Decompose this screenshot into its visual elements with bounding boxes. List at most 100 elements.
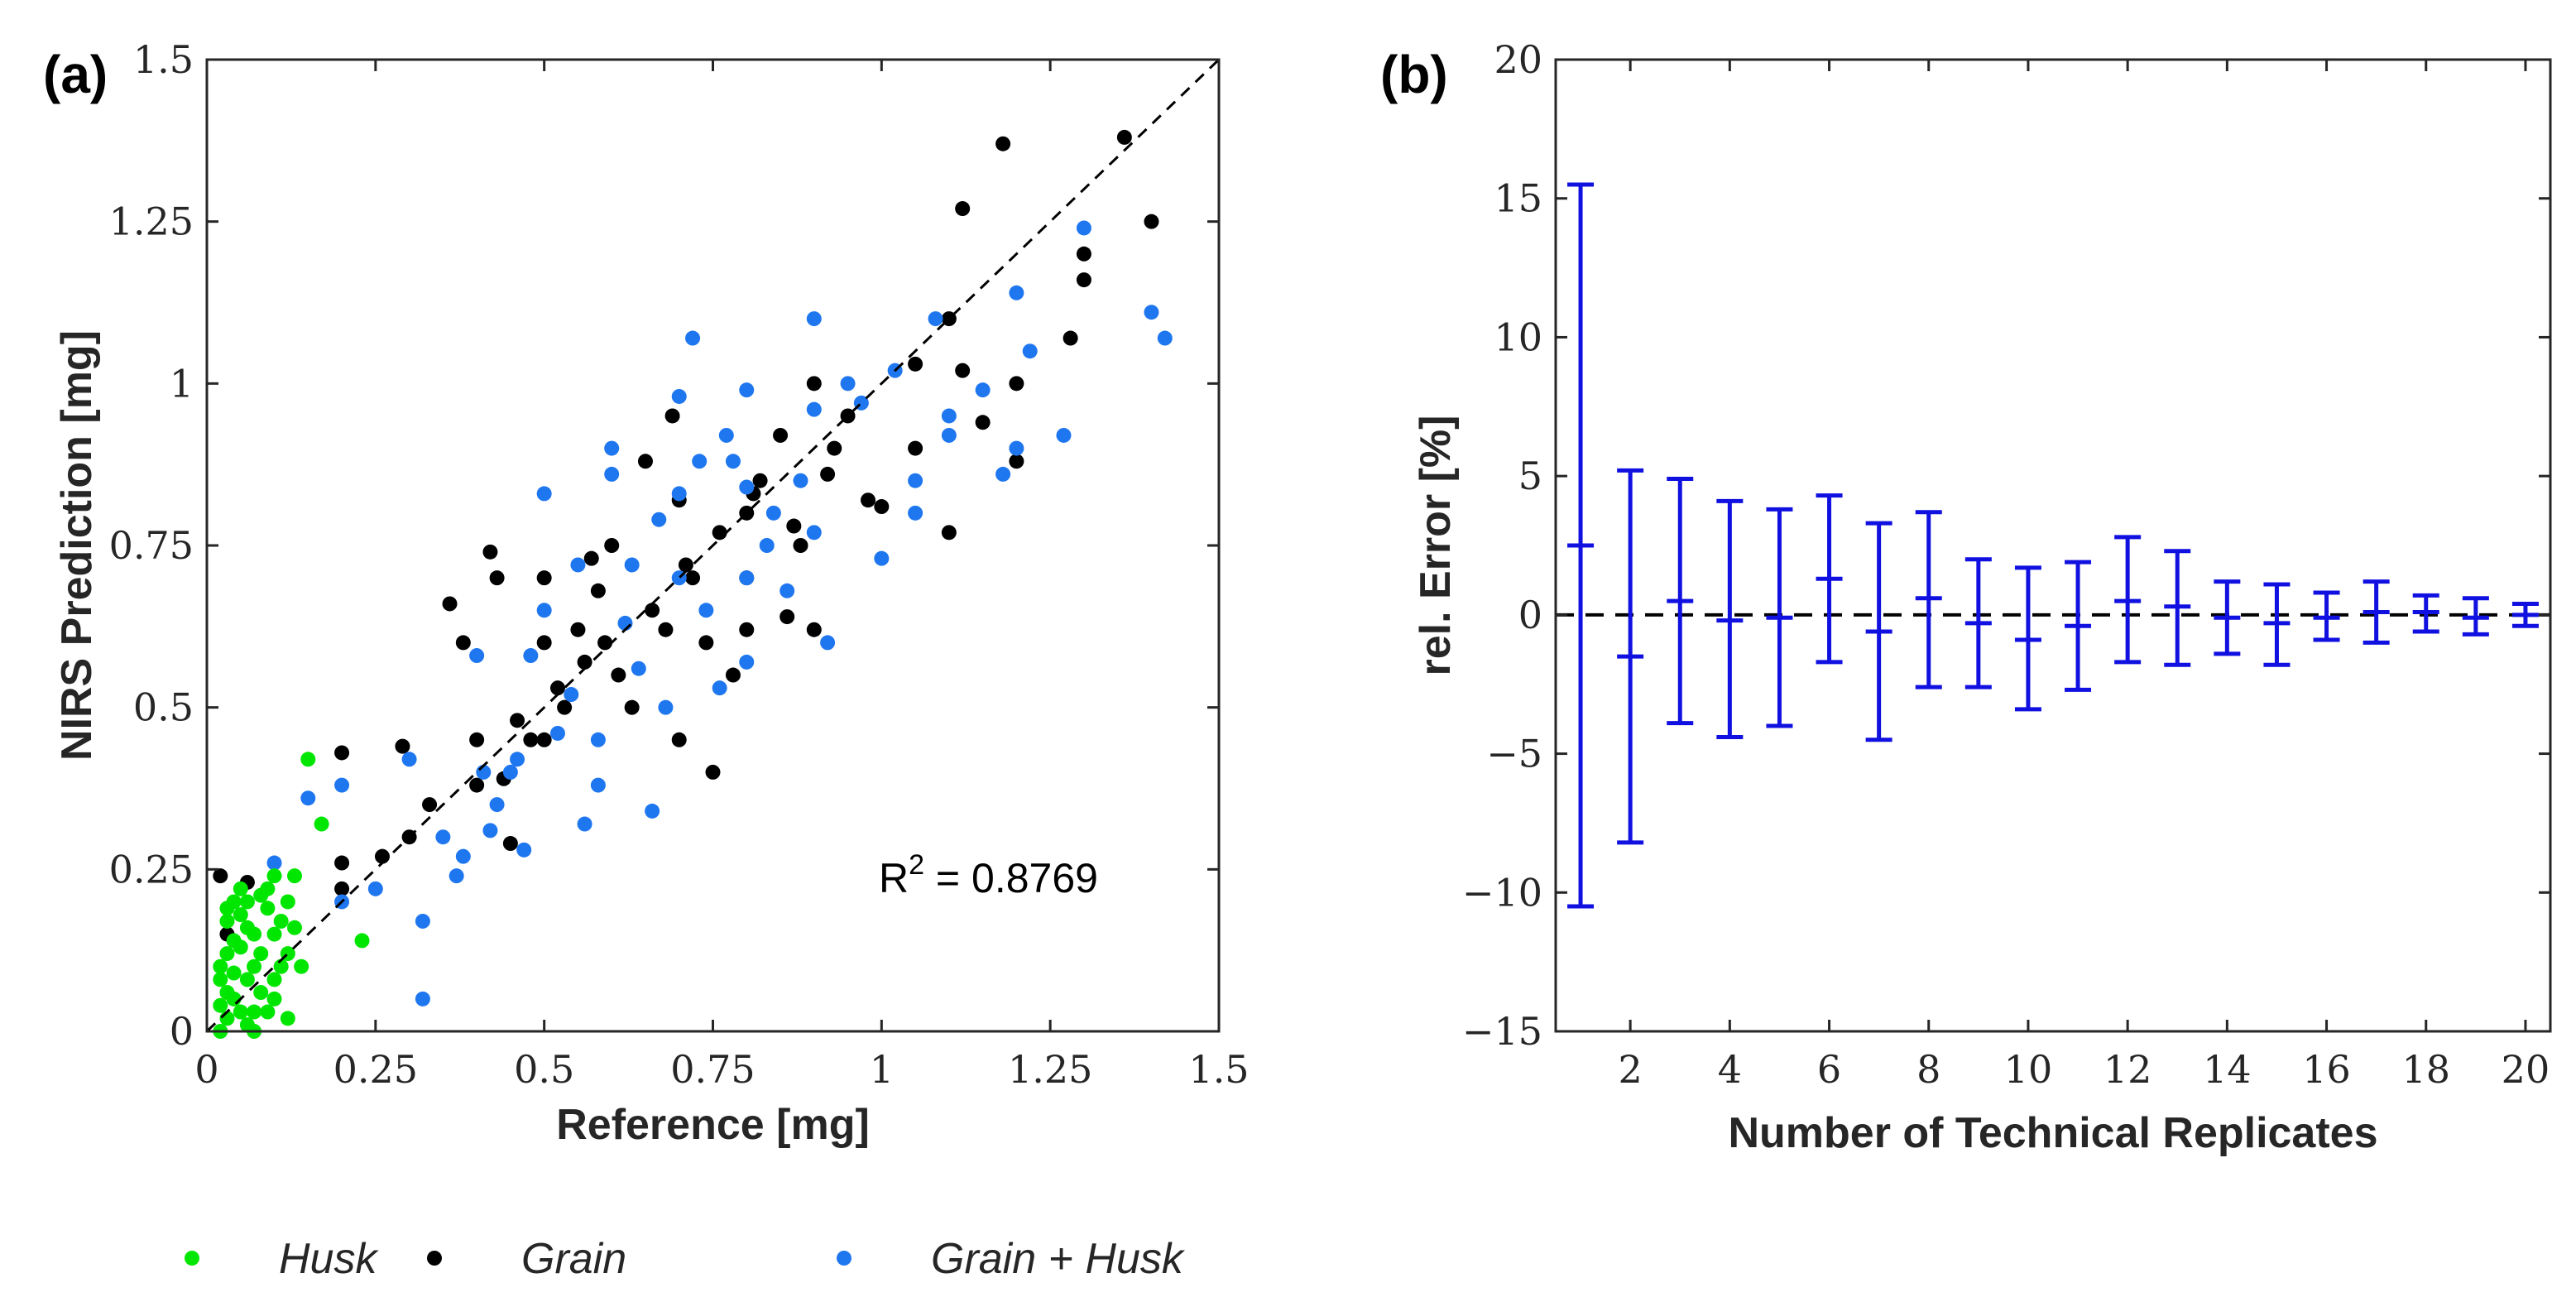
data-point: [975, 382, 991, 398]
y-tick-label: 1.25: [109, 199, 194, 244]
data-point: [489, 797, 505, 813]
data-point: [239, 972, 255, 987]
data-point: [536, 635, 552, 651]
data-point: [266, 855, 282, 871]
data-point: [995, 136, 1011, 151]
error-bar: [2164, 549, 2191, 667]
data-point: [624, 699, 640, 715]
data-point: [928, 311, 943, 327]
data-point: [955, 363, 971, 378]
data-point: [637, 454, 653, 469]
data-point: [840, 376, 856, 392]
data-point: [260, 1004, 276, 1020]
data-point: [415, 991, 430, 1007]
identity-line: [205, 58, 1221, 1033]
data-point: [780, 609, 795, 625]
error-bar: [2263, 582, 2291, 667]
data-point: [685, 330, 701, 346]
error-bar: [1567, 182, 1595, 909]
error-bar: [2363, 579, 2390, 645]
data-point: [564, 687, 579, 703]
data-point: [712, 680, 727, 696]
data-point: [219, 901, 235, 916]
y-tick-label: 0: [1518, 593, 1542, 637]
data-point: [651, 512, 667, 527]
data-point: [455, 635, 471, 651]
data-point: [590, 777, 606, 793]
data-point: [422, 797, 438, 813]
error-bar: [2462, 596, 2489, 637]
y-tick-label: 0.5: [133, 685, 194, 730]
error-bar: [1617, 468, 1644, 845]
data-point: [354, 933, 370, 949]
y-tick-label: −10: [1462, 870, 1542, 915]
data-point: [435, 829, 451, 845]
data-point: [820, 466, 836, 482]
data-point: [314, 816, 329, 832]
legend-label: Husk: [279, 1235, 379, 1283]
data-point: [739, 382, 755, 398]
data-point: [510, 752, 525, 767]
data-point: [334, 777, 350, 793]
data-point: [219, 985, 235, 1001]
data-point: [213, 972, 228, 987]
data-point: [1144, 214, 1159, 229]
data-point: [685, 570, 701, 586]
data-point: [1009, 454, 1024, 469]
scatter-points: [213, 129, 1173, 1039]
data-point: [469, 777, 485, 793]
r-squared-annotation: R2 = 0.8769: [879, 849, 1098, 901]
data-point: [739, 622, 755, 637]
data-point: [401, 752, 417, 767]
data-point: [239, 894, 255, 910]
data-point: [780, 583, 795, 598]
data-point: [1076, 220, 1091, 236]
data-point: [645, 803, 660, 819]
data-point: [739, 479, 755, 495]
data-point: [1009, 440, 1024, 456]
data-point: [631, 661, 646, 676]
data-point: [280, 894, 295, 910]
data-point: [624, 557, 640, 573]
y-tick-label: 20: [1494, 37, 1542, 82]
data-point: [247, 926, 262, 942]
data-point: [219, 946, 235, 962]
data-point: [273, 913, 289, 929]
data-point: [698, 603, 714, 618]
x-tick-label: 1.25: [1008, 1047, 1092, 1092]
data-point: [266, 868, 282, 884]
data-point: [874, 499, 890, 515]
data-point: [806, 525, 822, 540]
data-point: [1076, 272, 1091, 288]
x-tick-label: 0: [194, 1047, 218, 1092]
data-point: [692, 454, 708, 469]
data-point: [759, 538, 775, 553]
scatter-panel: (a) 0 0.25 0.5 0.75 1 1.25 1.5 0 0.25 0.5 0.75 1 1.2…: [43, 37, 1250, 1149]
data-point: [793, 473, 808, 488]
data-point: [820, 635, 836, 651]
y-tick-label: 0: [170, 1009, 194, 1054]
data-point: [765, 505, 781, 521]
data-point: [482, 544, 498, 560]
data-point: [266, 972, 282, 987]
legend-entry: Grain: [427, 1235, 626, 1283]
data-point: [806, 622, 822, 637]
error-bar: [1915, 510, 1942, 689]
error-bar: [2114, 535, 2142, 665]
data-point: [273, 958, 289, 974]
data-point: [671, 388, 687, 404]
panel-label-a: (a): [43, 45, 108, 104]
data-point: [482, 823, 498, 838]
data-point: [213, 868, 228, 884]
legend: Husk Grain Grain + Husk: [185, 1235, 1186, 1283]
y-tick-label: −15: [1462, 1009, 1542, 1054]
data-point: [955, 201, 971, 217]
data-point: [752, 473, 768, 488]
data-point: [536, 603, 552, 618]
x-tick-label: 16: [2302, 1047, 2351, 1092]
legend-entry: Husk: [185, 1235, 379, 1283]
error-bar: [1816, 493, 1843, 665]
error-bar: [2511, 601, 2539, 628]
data-point: [395, 738, 410, 754]
